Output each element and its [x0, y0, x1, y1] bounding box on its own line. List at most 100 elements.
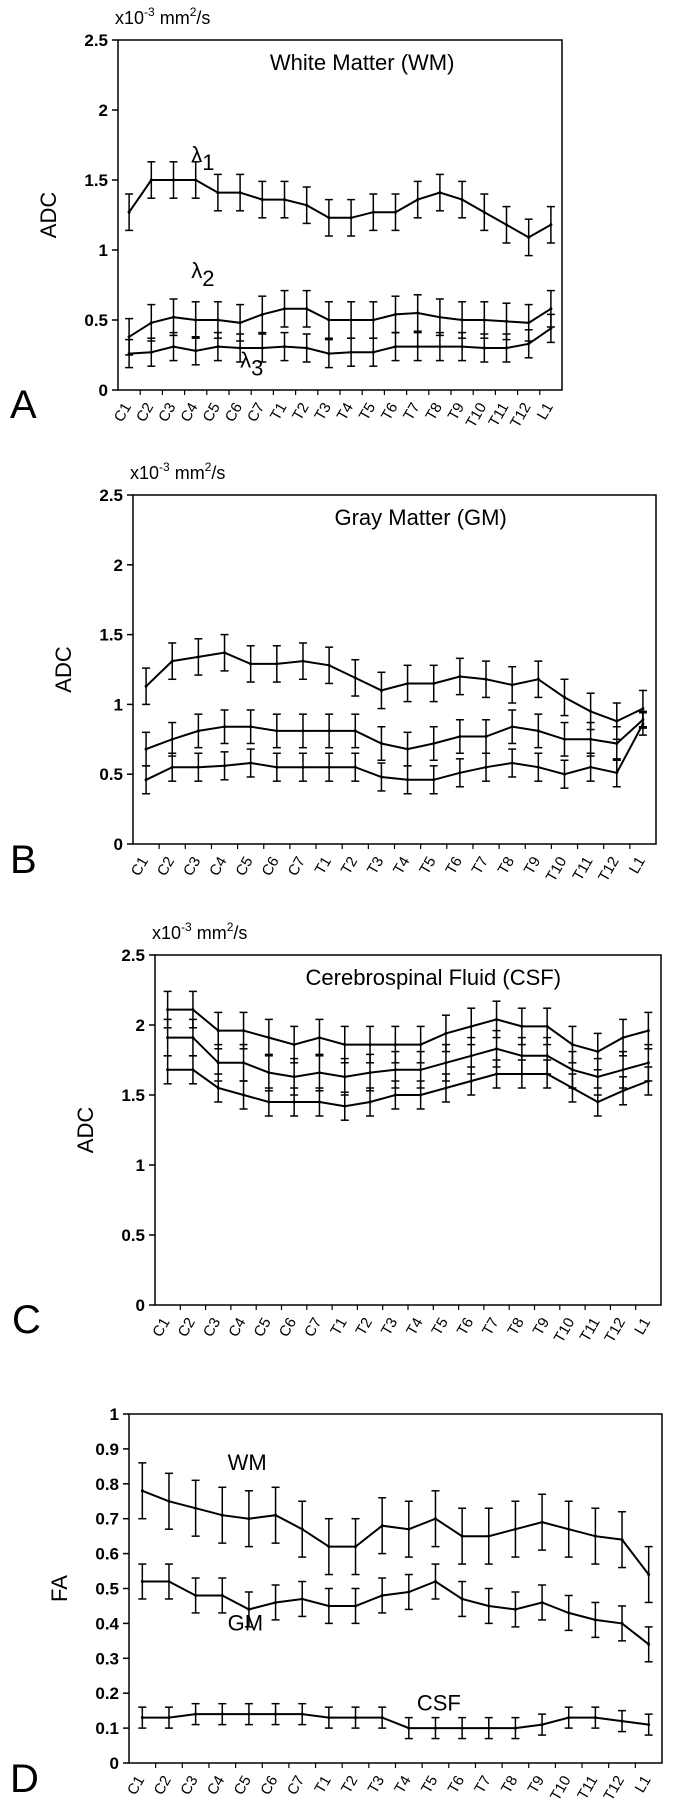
data-point — [419, 1093, 423, 1097]
data-point — [166, 1036, 170, 1040]
plot-frame — [132, 494, 657, 845]
data-point — [520, 1054, 524, 1058]
data-point — [371, 350, 375, 354]
data-point — [196, 729, 200, 733]
unit-rest: mm — [170, 463, 205, 483]
plot-frame — [117, 39, 563, 391]
unit-rest: mm — [192, 923, 227, 943]
panel-b: 0 0.5 1 1.5 2 2.5 C1 C2 C3 C4 C5 C6 C7 T1 T2 T3 T4 T5 T6 T7… — [10, 460, 657, 885]
x-tick-label: T8 — [504, 1315, 527, 1339]
data-point — [487, 1726, 491, 1730]
data-point — [170, 659, 174, 663]
data-point — [216, 1061, 220, 1065]
x-tick-label: T12 — [601, 1315, 629, 1346]
x-tick-label: L1 — [631, 1315, 654, 1338]
data-point — [327, 1716, 331, 1720]
data-point — [274, 1712, 278, 1716]
panel-label: D — [10, 1757, 39, 1800]
data-point — [419, 1043, 423, 1047]
x-tick-label: T12 — [507, 400, 535, 431]
x-tick-label: C5 — [200, 400, 224, 425]
data-point — [167, 1580, 171, 1584]
unit-exp2: 2 — [190, 5, 197, 19]
y-tick-label: 2.5 — [84, 31, 108, 50]
data-point — [545, 1024, 549, 1028]
y-tick-label: 1 — [136, 1156, 145, 1175]
data-point — [242, 1061, 246, 1065]
data-point — [621, 1036, 625, 1040]
x-tick-label: C7 — [285, 854, 309, 879]
panel-label: C — [12, 1298, 41, 1342]
data-point — [505, 319, 508, 323]
x-tick-label: T9 — [525, 1773, 548, 1797]
x-tick-label: T3 — [311, 400, 334, 424]
x-tick-label: T8 — [422, 400, 445, 424]
y-tick-label: 2.5 — [121, 946, 145, 965]
data-point — [520, 1072, 524, 1076]
data-point — [223, 764, 227, 768]
data-point — [641, 707, 645, 711]
x-tick-label: T12 — [595, 854, 623, 885]
data-point — [216, 1086, 220, 1090]
data-point — [567, 1716, 571, 1720]
data-point — [593, 1618, 597, 1622]
data-point — [487, 1534, 491, 1538]
x-tick-label: C3 — [155, 400, 179, 425]
data-point — [416, 311, 420, 315]
x-tick-label: T7 — [469, 854, 492, 878]
data-point — [620, 1719, 624, 1723]
x-tick-label: T4 — [390, 854, 413, 878]
data-point — [216, 191, 220, 195]
series-line — [167, 1008, 649, 1053]
x-tick-label: T6 — [378, 400, 401, 424]
data-point — [596, 1050, 600, 1054]
unit-exp: -3 — [144, 5, 155, 19]
annotation-label: CSF — [417, 1691, 461, 1716]
data-point — [371, 318, 375, 322]
annotation-subscript: 3 — [251, 356, 263, 381]
data-point — [646, 1061, 650, 1065]
data-point — [194, 1593, 198, 1597]
data-point — [615, 719, 619, 723]
y-tick-label: 1 — [114, 695, 123, 714]
data-point — [540, 1723, 544, 1727]
data-point — [527, 321, 531, 325]
data-point — [379, 741, 383, 745]
chart-title: White Matter (WM) — [270, 50, 455, 75]
data-point — [458, 735, 462, 739]
data-point — [540, 1600, 544, 1604]
data-point — [444, 1031, 448, 1035]
series-line — [145, 719, 644, 751]
x-tick-label: T3 — [378, 1315, 401, 1339]
chart-title: Gray Matter (GM) — [334, 505, 506, 530]
data-point — [495, 1072, 499, 1076]
data-point — [570, 1043, 574, 1047]
x-tick-label: L1 — [534, 400, 557, 423]
series-line — [129, 327, 552, 355]
data-point — [641, 722, 645, 726]
data-point — [536, 729, 540, 733]
series-line — [142, 1580, 650, 1646]
series-2 — [125, 289, 555, 356]
data-point — [460, 318, 464, 322]
data-point — [140, 1580, 144, 1584]
data-point — [327, 318, 331, 322]
data-point — [305, 307, 309, 311]
data-point — [482, 318, 486, 322]
x-tick-label: T6 — [442, 854, 465, 878]
data-point — [432, 741, 436, 745]
data-point — [460, 1597, 464, 1601]
data-point — [647, 1642, 651, 1646]
data-point — [371, 210, 375, 214]
data-point — [406, 778, 410, 782]
data-point — [196, 655, 200, 659]
y-axis-label: ADC — [73, 1107, 98, 1154]
x-tick-label: T5 — [418, 1773, 441, 1797]
data-point — [220, 1593, 224, 1597]
x-tick-label: C6 — [276, 1315, 300, 1340]
x-tick-label: C2 — [175, 1315, 199, 1340]
x-tick-label: C4 — [204, 1773, 228, 1798]
series-line — [145, 723, 644, 781]
data-point — [469, 1054, 473, 1058]
y-tick-label: 0.6 — [95, 1545, 119, 1564]
